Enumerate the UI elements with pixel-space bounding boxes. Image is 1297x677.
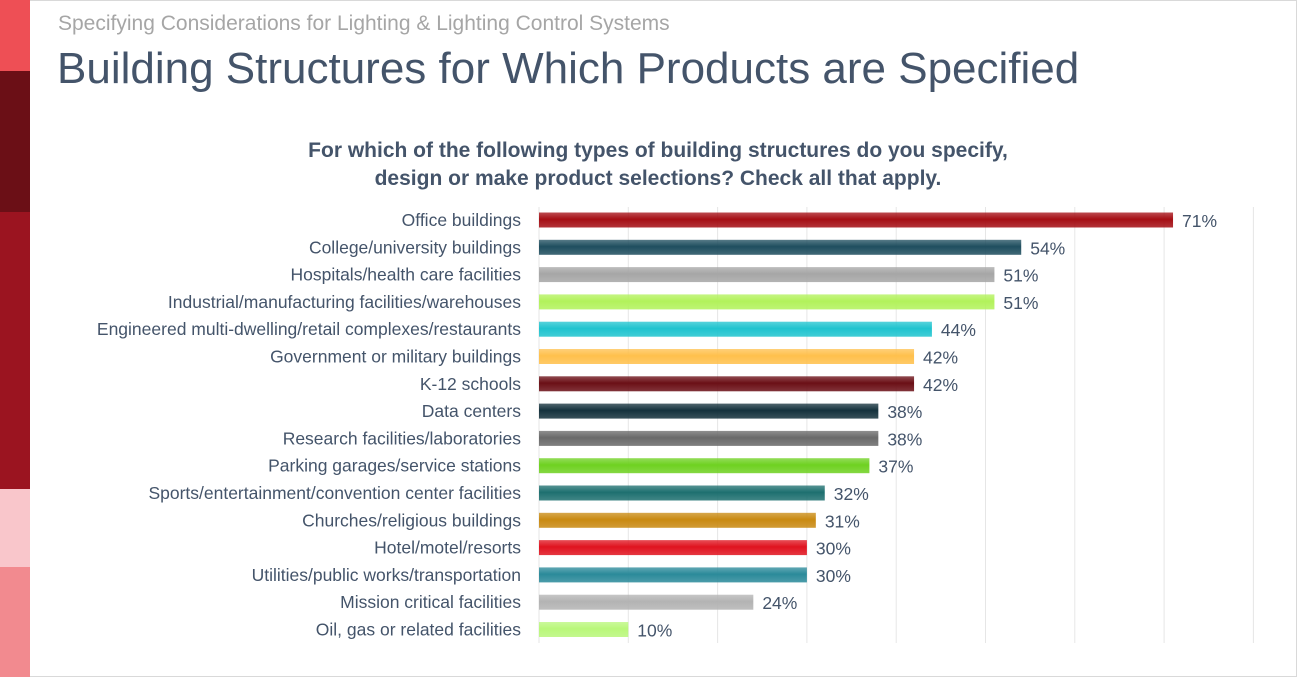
bar (539, 594, 754, 610)
value-label: 71% (1182, 211, 1217, 231)
value-label: 10% (637, 621, 672, 641)
bar (539, 512, 816, 528)
category-label: Mission critical facilities (340, 592, 521, 612)
category-label: Parking garages/service stations (268, 456, 521, 476)
category-label: Oil, gas or related facilities (316, 620, 521, 640)
chart-question-line-1: For which of the following types of buil… (308, 139, 1008, 162)
category-label: Government or military buildings (270, 347, 521, 367)
value-label: 44% (941, 320, 976, 340)
bar (539, 430, 879, 446)
side-strip-segment (0, 71, 30, 212)
category-label: Data centers (422, 401, 521, 421)
category-label: Industrial/manufacturing facilities/ware… (168, 292, 521, 312)
category-label: Utilities/public works/transportation (252, 565, 521, 585)
category-label: Office buildings (402, 210, 522, 230)
slide-title: Building Structures for Which Products a… (57, 44, 1080, 93)
category-label: Hotel/motel/resorts (374, 538, 521, 558)
value-label: 38% (887, 429, 922, 449)
bar (539, 321, 932, 337)
side-strip-segment (0, 212, 30, 489)
value-label: 30% (816, 539, 851, 559)
bar (539, 376, 915, 392)
category-label: K-12 schools (420, 374, 521, 394)
side-color-strip (0, 0, 30, 677)
value-label: 32% (834, 484, 869, 504)
bar (539, 622, 629, 637)
bar (539, 212, 1174, 228)
value-label: 42% (923, 348, 958, 368)
value-label: 24% (762, 593, 797, 613)
bar (539, 485, 825, 501)
bar (539, 349, 915, 364)
category-label: Engineered multi-dwelling/retail complex… (97, 319, 521, 339)
value-label: 51% (1003, 293, 1038, 313)
side-strip-segment (0, 489, 30, 567)
chart-question: For which of the following types of buil… (258, 137, 1058, 193)
bar (539, 294, 995, 310)
bar (539, 403, 879, 419)
category-label: Research facilities/laboratories (283, 428, 522, 448)
category-label: College/university buildings (309, 237, 521, 257)
category-label: Churches/religious buildings (302, 510, 521, 530)
value-label: 31% (825, 511, 860, 531)
bar (539, 239, 1022, 255)
chart-question-line-2: design or make product selections? Check… (374, 167, 942, 190)
value-label: 38% (887, 402, 922, 422)
bar (539, 540, 807, 556)
value-label: 37% (878, 457, 913, 477)
side-strip-segment (0, 567, 30, 677)
slide-supertitle: Specifying Considerations for Lighting &… (58, 12, 670, 35)
value-label: 54% (1030, 238, 1065, 258)
bar (539, 567, 807, 583)
category-label: Hospitals/health care facilities (290, 265, 521, 285)
value-label: 30% (816, 566, 851, 586)
value-label: 51% (1003, 266, 1038, 286)
value-label: 42% (923, 375, 958, 395)
bar (539, 267, 995, 283)
side-strip-segment (0, 0, 30, 71)
bar (539, 458, 870, 474)
category-label: Sports/entertainment/convention center f… (148, 483, 521, 503)
